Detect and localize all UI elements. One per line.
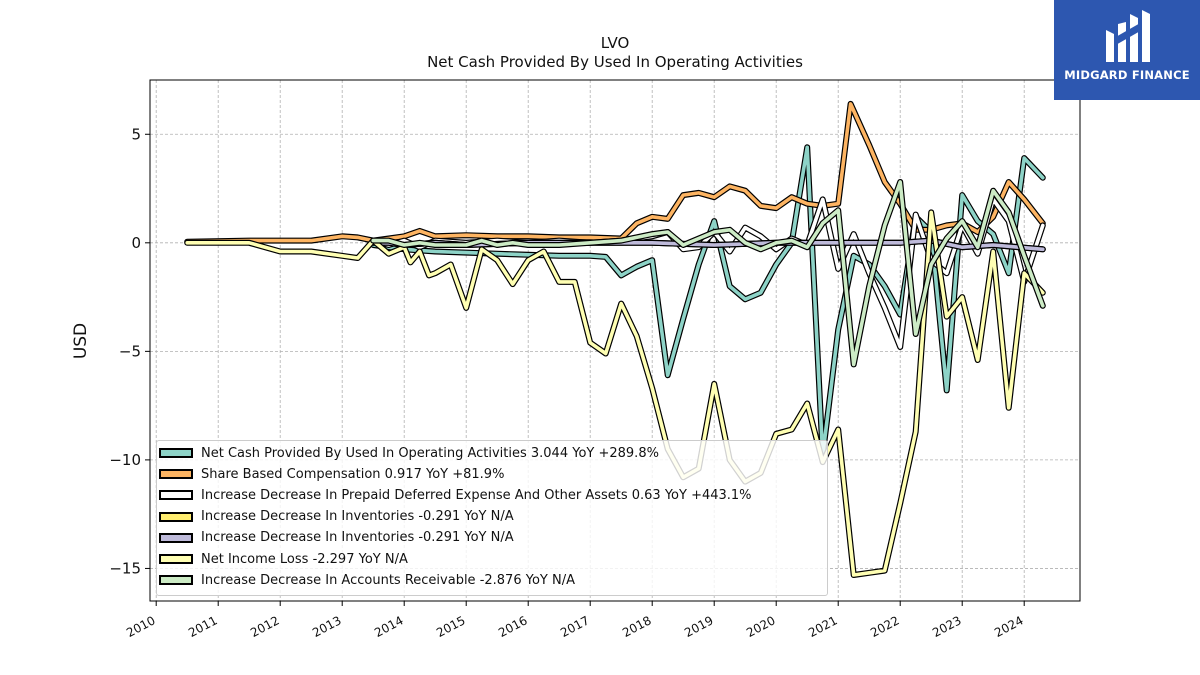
legend-swatch [159, 575, 193, 586]
legend-item: Increase Decrease In Inventories -0.291 … [157, 529, 514, 547]
x-tick-label: 2024 [992, 613, 1026, 640]
x-tick-label: 2015 [434, 613, 468, 640]
series-lines [184, 100, 1046, 578]
y-tick-label: −10 [109, 451, 141, 469]
y-axis: 5 0 −5 −10 −15 [109, 125, 150, 577]
x-tick-label: 2023 [930, 613, 964, 640]
brand-name: MIDGARD FINANCE [1064, 68, 1190, 82]
x-tick-label: 2020 [744, 613, 778, 640]
y-tick-label: −5 [119, 342, 141, 360]
x-tick-label: 2021 [806, 613, 840, 640]
chart-title: LVO [601, 34, 630, 52]
legend-item: Net Income Loss -2.297 YoY N/A [157, 550, 408, 568]
legend-label: Increase Decrease In Prepaid Deferred Ex… [201, 487, 752, 503]
legend-swatch [159, 511, 193, 522]
brand-logo: MIDGARD FINANCE [1054, 0, 1200, 100]
legend-item: Share Based Compensation 0.917 YoY +81.9… [157, 465, 504, 483]
series-line-7 [370, 179, 1046, 368]
y-tick-label: −15 [109, 559, 141, 577]
legend-label: Increase Decrease In Inventories -0.291 … [201, 509, 514, 525]
midgard-logo-icon [1106, 10, 1150, 62]
chart-legend: Net Cash Provided By Used In Operating A… [156, 440, 828, 596]
series-stroke [185, 210, 1045, 577]
plot-frame [149, 79, 1081, 602]
legend-label: Net Cash Provided By Used In Operating A… [201, 445, 659, 461]
y-tick-label: 0 [131, 234, 141, 252]
x-tick-label: 2019 [682, 613, 716, 640]
series-line-6 [184, 209, 1046, 578]
x-tick-label: 2010 [124, 613, 158, 640]
legend-swatch [159, 469, 193, 480]
legend-label: Increase Decrease In Inventories -0.291 … [201, 530, 514, 546]
series-line-3 [370, 196, 1046, 350]
series-line-1 [370, 144, 1046, 459]
x-tick-label: 2013 [310, 613, 344, 640]
legend-label: Share Based Compensation 0.917 YoY +81.9… [201, 466, 505, 482]
y-tick-label: 5 [131, 125, 141, 143]
legend-item: Increase Decrease In Accounts Receivable… [157, 571, 575, 589]
x-tick-label: 2018 [620, 613, 654, 640]
legend-swatch [159, 532, 193, 543]
x-tick-label: 2012 [248, 613, 282, 640]
x-axis: 2010 2011 2012 2013 2014 2015 2016 2017 2018 2019… [124, 601, 1026, 640]
series-stroke [371, 145, 1045, 458]
legend-item: Increase Decrease In Inventories -0.291 … [157, 508, 514, 526]
legend-swatch [159, 490, 193, 501]
legend-label: Increase Decrease In Accounts Receivable… [201, 572, 575, 588]
chart-subtitle: Net Cash Provided By Used In Operating A… [427, 53, 803, 71]
legend-item: Net Cash Provided By Used In Operating A… [157, 444, 659, 462]
legend-swatch [159, 448, 193, 458]
legend-item: Increase Decrease In Prepaid Deferred Ex… [157, 486, 752, 504]
series-stroke [371, 197, 1045, 349]
x-tick-label: 2014 [372, 613, 406, 640]
y-axis-label: USD [71, 323, 91, 359]
x-tick-label: 2017 [558, 613, 592, 640]
x-tick-label: 2022 [868, 613, 902, 640]
x-tick-label: 2011 [186, 613, 220, 640]
legend-label: Net Income Loss -2.297 YoY N/A [201, 551, 408, 567]
x-tick-label: 2016 [496, 613, 530, 640]
legend-swatch [159, 554, 193, 564]
series-stroke [371, 180, 1045, 367]
